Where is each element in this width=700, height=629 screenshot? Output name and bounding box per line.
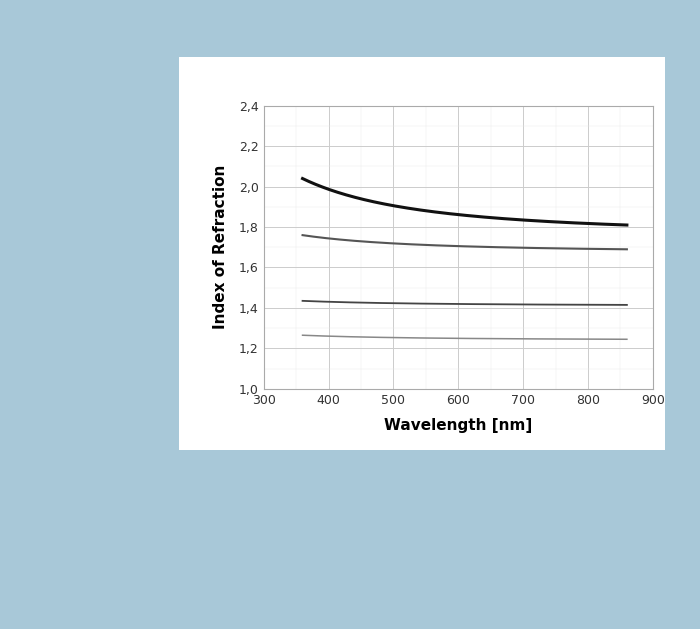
Y-axis label: Index of Refraction: Index of Refraction [213,165,228,330]
X-axis label: Wavelength [nm]: Wavelength [nm] [384,418,533,433]
